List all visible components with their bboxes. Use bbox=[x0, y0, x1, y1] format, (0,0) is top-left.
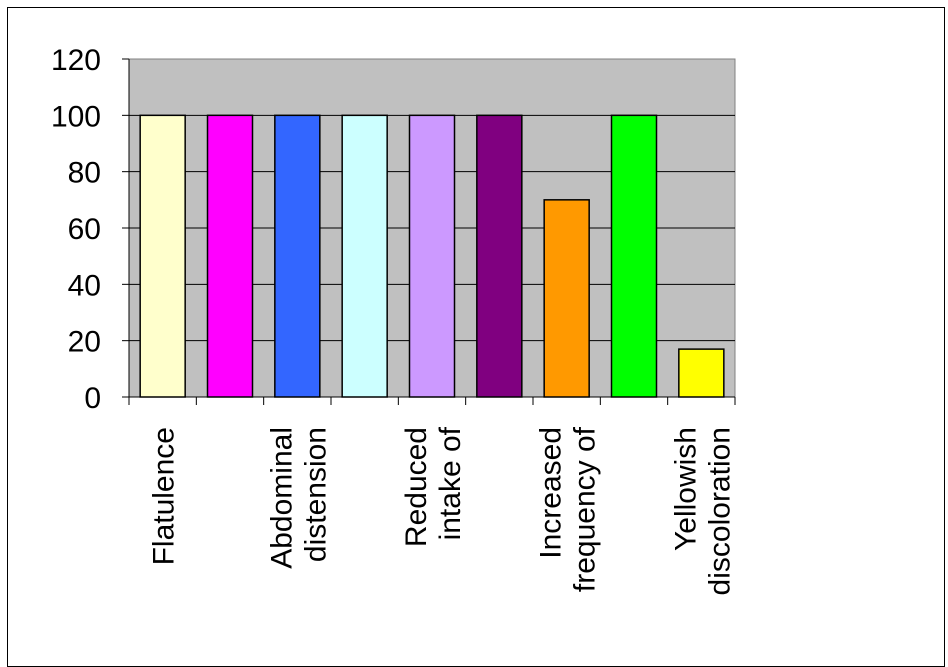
y-tick-label: 100 bbox=[51, 100, 101, 133]
y-tick-label: 20 bbox=[68, 326, 101, 359]
x-tick-label: Yellowish discoloration bbox=[669, 427, 736, 595]
bar bbox=[274, 114, 321, 398]
y-tick-labels: 0 20 40 60 80 100 120 bbox=[51, 44, 101, 415]
axes bbox=[122, 58, 736, 405]
y-tick-label: 40 bbox=[68, 269, 101, 302]
x-tick-label-line: frequency of bbox=[569, 426, 602, 592]
x-tick-label: Abdominal distension bbox=[265, 427, 332, 569]
bars bbox=[139, 114, 725, 398]
bar bbox=[678, 348, 725, 398]
bar bbox=[408, 114, 456, 398]
x-tick-label-line: discoloration bbox=[703, 427, 736, 595]
y-tick-label: 60 bbox=[68, 213, 101, 246]
bar bbox=[476, 114, 523, 398]
x-tick-label-line: Abdominal bbox=[265, 427, 298, 569]
bar bbox=[341, 114, 388, 398]
bar bbox=[543, 199, 590, 398]
x-tick-label-line: Reduced bbox=[400, 427, 433, 547]
x-tick-label: Flatulence bbox=[148, 427, 181, 565]
y-tick-label: 0 bbox=[84, 382, 101, 415]
x-tick-label-line: Yellowish bbox=[669, 427, 702, 551]
bar bbox=[206, 114, 254, 398]
x-tick-label-line: distension bbox=[299, 427, 332, 562]
x-tick-labels: Flatulence Abdominal distension Reduced inta… bbox=[148, 426, 737, 595]
bar bbox=[139, 114, 186, 398]
y-tick-label: 80 bbox=[68, 157, 101, 190]
x-tick-label-line: Flatulence bbox=[148, 427, 181, 565]
bar bbox=[610, 114, 658, 398]
x-tick-label: Increased frequency of bbox=[535, 426, 602, 592]
x-tick-label-line: intake of bbox=[434, 426, 467, 540]
y-tick-label: 120 bbox=[51, 44, 101, 77]
x-tick-label-line: Increased bbox=[535, 427, 568, 559]
x-tick-label: Reduced intake of bbox=[400, 426, 467, 547]
